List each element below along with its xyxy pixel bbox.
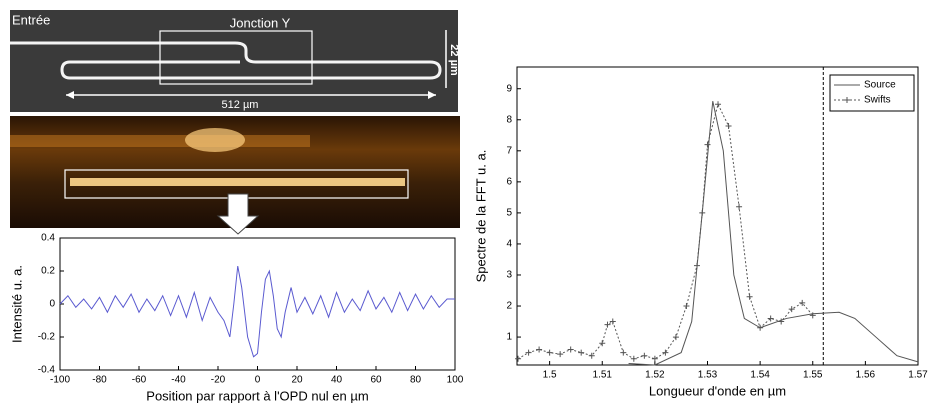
marker — [588, 352, 595, 359]
y-tick-label: -0.2 — [38, 332, 56, 343]
marker — [620, 349, 627, 356]
marker — [515, 355, 522, 362]
label: Entrée — [12, 12, 50, 27]
y-tick-label: 0 — [49, 299, 55, 310]
x-tick-label: -20 — [211, 375, 226, 386]
y-tick-label: 3 — [506, 270, 512, 281]
legend-label: Swifts — [864, 95, 891, 106]
marker — [799, 299, 806, 306]
marker — [788, 306, 795, 313]
marker — [778, 318, 785, 325]
marker — [757, 324, 764, 331]
legend — [829, 74, 915, 112]
y-tick-label: -0.4 — [38, 365, 56, 376]
x-tick-label: -60 — [132, 375, 147, 386]
marker — [651, 355, 658, 362]
marker — [641, 352, 648, 359]
x-tick-label: -100 — [50, 375, 70, 386]
series-line — [59, 265, 455, 358]
marker — [609, 318, 616, 325]
x-tick-label: 0 — [255, 375, 261, 386]
y-tick-label: 7 — [506, 145, 512, 156]
x-tick-label: 1.56 — [856, 370, 876, 381]
y-tick-label: 6 — [506, 176, 512, 187]
x-tick-label: 80 — [410, 375, 422, 386]
y-tick-label: 5 — [506, 208, 512, 219]
x-axis-label: Position par rapport à l'OPD nul en µm — [146, 388, 368, 403]
x-tick-label: -80 — [92, 375, 107, 386]
x-tick-label: 40 — [331, 375, 343, 386]
x-tick-label: 1.54 — [750, 370, 770, 381]
marker — [546, 349, 553, 356]
marker — [715, 101, 722, 108]
legend-label: Source — [864, 80, 896, 91]
y-axis-label: Intensité u. a. — [9, 265, 24, 343]
marker — [746, 293, 753, 300]
x-tick-label: 60 — [370, 375, 382, 386]
y-tick-label: 8 — [506, 114, 512, 125]
y-tick-label: 1 — [506, 332, 512, 343]
x-axis-label: Longueur d'onde en µm — [649, 383, 786, 398]
marker — [536, 346, 543, 353]
x-tick-label: -40 — [171, 375, 186, 386]
marker — [567, 346, 574, 353]
label: 22 µm — [448, 44, 460, 76]
marker — [662, 349, 669, 356]
x-tick-label: 1.5 — [543, 370, 557, 381]
y-tick-label: 2 — [506, 301, 512, 312]
marker — [704, 141, 711, 148]
x-tick-label: 1.53 — [698, 370, 718, 381]
marker — [672, 334, 679, 341]
photo-camera — [10, 116, 460, 235]
x-tick-label: 100 — [447, 375, 464, 386]
plot-area — [516, 66, 919, 366]
label: 512 µm — [222, 99, 259, 111]
y-tick-label: 0.2 — [41, 266, 55, 277]
marker — [725, 122, 732, 129]
marker — [699, 209, 706, 216]
marker — [630, 355, 637, 362]
legend-marker — [844, 97, 850, 103]
x-tick-label: 1.57 — [908, 370, 928, 381]
x-tick-label: 1.51 — [593, 370, 613, 381]
marker — [736, 203, 743, 210]
photo-waveguide: Entrée Jonction Y 512 µm 22 µm — [10, 10, 460, 112]
marker — [767, 315, 774, 322]
marker — [604, 321, 611, 328]
y-tick-label: 0.4 — [41, 233, 55, 244]
y-tick-label: 9 — [506, 83, 512, 94]
marker — [525, 349, 532, 356]
label: Jonction Y — [230, 15, 291, 30]
x-tick-label: 20 — [291, 375, 303, 386]
x-tick-label: 1.52 — [645, 370, 665, 381]
marker — [557, 351, 564, 358]
marker — [578, 349, 585, 356]
marker — [693, 262, 700, 269]
y-axis-label: Spectre de la FFT u. a. — [473, 150, 488, 283]
series-line — [628, 101, 919, 366]
marker — [683, 303, 690, 310]
x-tick-label: 1.55 — [803, 370, 823, 381]
marker — [809, 312, 816, 319]
y-tick-label: 4 — [506, 239, 512, 250]
marker — [599, 340, 606, 347]
plot-area — [59, 237, 456, 371]
